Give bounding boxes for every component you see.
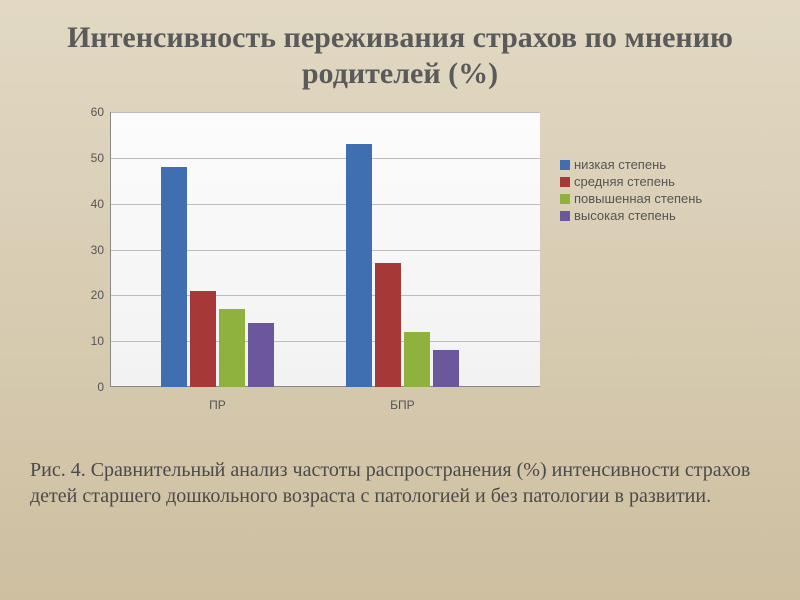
slide-title: Интенсивность переживания страхов по мне… xyxy=(30,20,770,92)
figure-caption: Рис. 4. Сравнительный анализ частоты рас… xyxy=(30,457,770,509)
legend-label: низкая степень xyxy=(574,157,666,172)
legend-item: повышенная степень xyxy=(560,191,702,206)
y-axis-label: 0 xyxy=(80,380,104,394)
legend-item: низкая степень xyxy=(560,157,702,172)
chart-row: 0102030405060ПРБПР низкая степеньсредняя… xyxy=(80,112,770,412)
y-axis-label: 60 xyxy=(80,105,104,119)
legend-swatch xyxy=(560,194,570,204)
y-axis-label: 40 xyxy=(80,197,104,211)
legend-swatch xyxy=(560,177,570,187)
y-axis-label: 20 xyxy=(80,288,104,302)
x-axis-label: БПР xyxy=(390,398,415,412)
bar-chart: 0102030405060ПРБПР xyxy=(80,112,540,412)
bar xyxy=(375,263,401,387)
legend-swatch xyxy=(560,160,570,170)
bar xyxy=(161,167,187,387)
legend-swatch xyxy=(560,211,570,221)
bar xyxy=(404,332,430,387)
y-axis-label: 10 xyxy=(80,334,104,348)
bar xyxy=(219,309,245,387)
bar xyxy=(190,291,216,387)
y-axis-label: 50 xyxy=(80,151,104,165)
x-axis-label: ПР xyxy=(209,398,226,412)
grid-line xyxy=(111,158,540,159)
chart-legend: низкая степень средняя степень повышенная … xyxy=(560,157,702,225)
bar xyxy=(433,350,459,387)
legend-label: повышенная степень xyxy=(574,191,702,206)
legend-label: высокая степень xyxy=(574,208,676,223)
legend-label: средняя степень xyxy=(574,174,675,189)
legend-item: высокая степень xyxy=(560,208,702,223)
y-axis-label: 30 xyxy=(80,243,104,257)
grid-line xyxy=(111,112,540,113)
bar xyxy=(346,144,372,387)
bar xyxy=(248,323,274,387)
slide: Интенсивность переживания страхов по мне… xyxy=(0,0,800,600)
legend-item: средняя степень xyxy=(560,174,702,189)
